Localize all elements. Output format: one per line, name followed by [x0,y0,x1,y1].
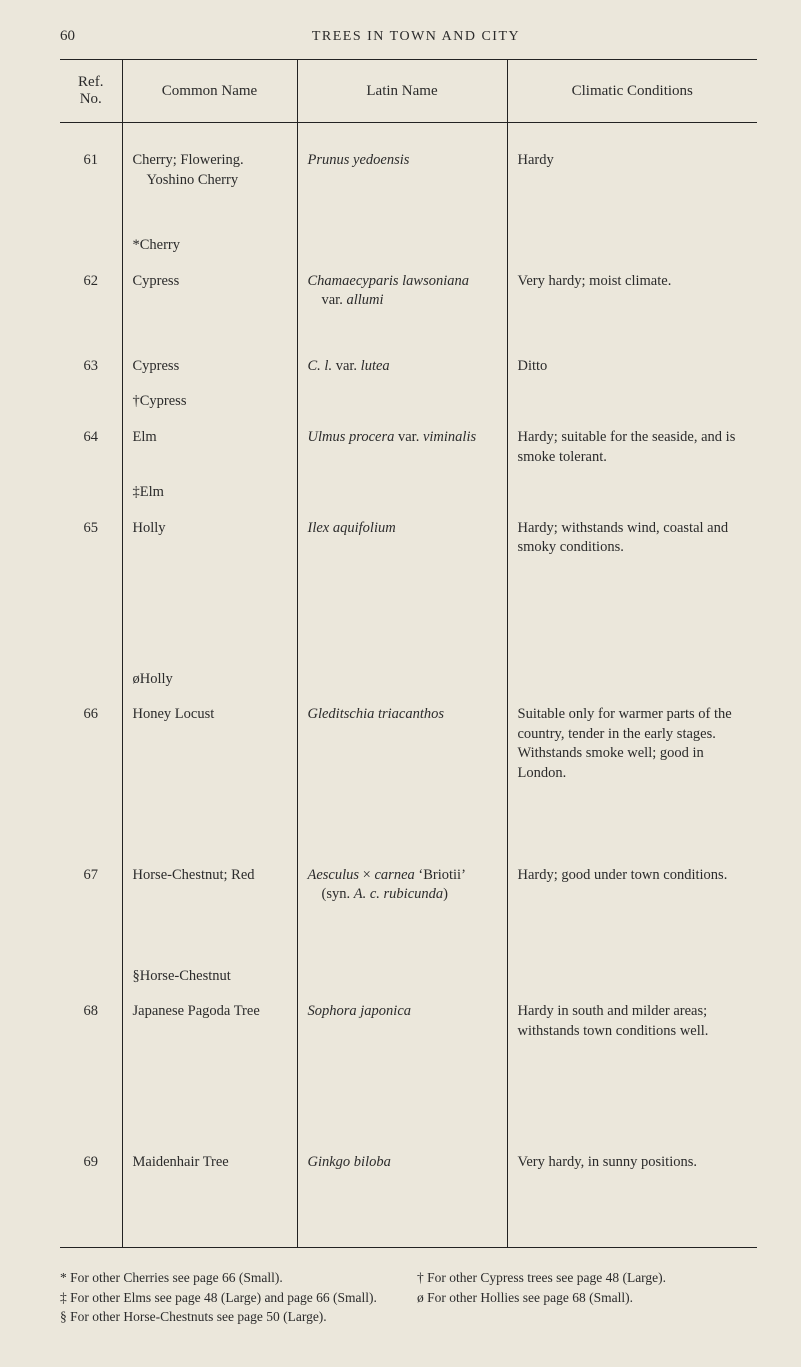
spacer [60,792,757,858]
cell-ref: 67 [60,858,122,913]
table-row: 67 Horse-Chestnut; Red Aesculus × carnea… [60,858,757,913]
table-row: øHolly [60,662,757,698]
latin-name: Gleditschia triacanthos [308,706,445,722]
cell-cond: Hardy [507,143,757,198]
cell-common: Horse-Chestnut; Red [122,858,297,913]
table-row: §Horse-Chestnut [60,959,757,995]
cell-ref: 63 [60,349,122,385]
spacer [60,123,757,143]
cell-cond: Very hardy; moist climate. [507,264,757,319]
cell-common: øHolly [122,662,297,698]
table-row: 63 Cypress C. l. var. lutea Ditto [60,349,757,385]
cell-cond: Hardy; withstands wind, coastal and smok… [507,511,757,566]
cell-latin: Prunus yedoensis [297,143,507,198]
latin-main: Chamaecyparis lawsoniana [308,273,470,289]
rule-bottom [60,1247,757,1248]
table-row: 69 Maidenhair Tree Ginkgo biloba Very ha… [60,1145,757,1181]
footnote: † For other Cypress trees see page 48 (L… [417,1268,757,1288]
cell-common: ‡Elm [122,475,297,511]
cell-common: Holly [122,511,297,566]
cell-ref: 61 [60,143,122,198]
table-row: *Cherry [60,228,757,264]
cell-ref: 64 [60,420,122,475]
cell-cond: Suitable only for warmer parts of the co… [507,697,757,791]
table-header-row: Ref. No. Common Name Latin Name Climatic… [60,60,757,122]
cell-ref: 68 [60,994,122,1049]
cell-latin: Ulmus procera var. viminalis [297,420,507,475]
footnote: * For other Cherries see page 66 (Small)… [60,1268,417,1288]
page: 60 TREES IN TOWN AND CITY Ref. No. Commo… [0,0,801,1367]
cell-common: †Cypress [122,384,297,420]
table-row: ‡Elm [60,475,757,511]
cell-latin: Gleditschia triacanthos [297,697,507,791]
spacer [60,319,757,349]
cell-latin: C. l. var. lutea [297,349,507,385]
latin-sub: var. allumi [308,291,497,311]
page-number: 60 [60,28,75,45]
table-row: 66 Honey Locust Gleditschia triacanthos … [60,697,757,791]
spacer [60,1049,757,1145]
table-row: 65 Holly Ilex aquifolium Hardy; withstan… [60,511,757,566]
cell-common: Elm [122,420,297,475]
footnote: ‡ For other Elms see page 48 (Large) and… [60,1288,417,1308]
tree-table: Ref. No. Common Name Latin Name Climatic… [60,60,757,122]
table-row: 64 Elm Ulmus procera var. viminalis Hard… [60,420,757,475]
cell-cond: Very hardy, in sunny positions. [507,1145,757,1181]
footnotes-left: * For other Cherries see page 66 (Small)… [60,1268,417,1327]
cell-ref: 66 [60,697,122,791]
cell-latin: Ilex aquifolium [297,511,507,566]
cell-cond: Ditto [507,349,757,385]
page-header: 60 TREES IN TOWN AND CITY [60,28,757,45]
cell-common: §Horse-Chestnut [122,959,297,995]
latin-name: Ilex aquifolium [308,520,396,536]
cell-latin: Chamaecyparis lawsoniana var. allumi [297,264,507,319]
cell-common: Cherry; Flowering. Yoshino Cherry [122,143,297,198]
col-header-latin: Latin Name [297,60,507,122]
cell-common: Maidenhair Tree [122,1145,297,1181]
spacer [60,566,757,662]
cell-common: Honey Locust [122,697,297,791]
latin-name: Sophora japonica [308,1003,412,1019]
common-sub: Yoshino Cherry [133,171,287,191]
latin-sub: (syn. A. c. rubicunda) [308,885,497,905]
spacer [60,198,757,228]
cell-ref: 65 [60,511,122,566]
table-row: †Cypress [60,384,757,420]
cell-latin: Sophora japonica [297,994,507,1049]
spacer [60,1181,757,1247]
tree-table-body: 61 Cherry; Flowering. Yoshino Cherry Pru… [60,123,757,1247]
spacer [60,913,757,959]
table-row: 61 Cherry; Flowering. Yoshino Cherry Pru… [60,143,757,198]
footnotes: * For other Cherries see page 66 (Small)… [60,1268,757,1327]
footnote: ø For other Hollies see page 68 (Small). [417,1288,757,1308]
common-main: Cherry; Flowering. [133,152,244,168]
footnotes-right: † For other Cypress trees see page 48 (L… [417,1268,757,1327]
latin-name: Ginkgo biloba [308,1154,391,1170]
cell-ref: 62 [60,264,122,319]
cell-cond: Hardy in south and milder areas; withsta… [507,994,757,1049]
running-head: TREES IN TOWN AND CITY [75,29,757,45]
col-header-common: Common Name [122,60,297,122]
cell-common: Cypress [122,349,297,385]
footnote: § For other Horse-Chestnuts see page 50 … [60,1307,417,1327]
cell-latin: Aesculus × carnea ‘Briotii’ (syn. A. c. … [297,858,507,913]
cell-ref: 69 [60,1145,122,1181]
table-row: 68 Japanese Pagoda Tree Sophora japonica… [60,994,757,1049]
cell-cond: Hardy; good under town conditions. [507,858,757,913]
table-row: 62 Cypress Chamaecyparis lawsoniana var.… [60,264,757,319]
cell-common: Cypress [122,264,297,319]
cell-common: Japanese Pagoda Tree [122,994,297,1049]
latin-name: Prunus yedoensis [308,152,410,168]
cell-common: *Cherry [122,228,297,264]
col-header-cond: Climatic Conditions [507,60,757,122]
cell-latin: Ginkgo biloba [297,1145,507,1181]
cell-cond: Hardy; suitable for the seaside, and is … [507,420,757,475]
col-header-ref: Ref. No. [60,60,122,122]
